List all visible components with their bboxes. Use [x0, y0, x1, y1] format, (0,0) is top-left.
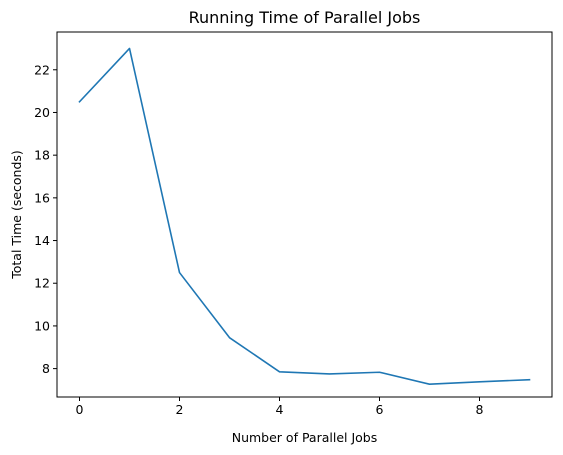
y-tick-label: 22 [34, 62, 50, 77]
plot-area [56, 31, 553, 398]
y-tick-label: 16 [34, 190, 50, 205]
y-tick-label: 20 [34, 105, 50, 120]
x-axis-label: Number of Parallel Jobs [232, 430, 378, 445]
series-layer [78, 47, 531, 385]
x-tick-label: 0 [76, 402, 84, 417]
x-axis-ticks: 0 2 4 6 8 [76, 397, 484, 417]
y-tick-label: 10 [34, 318, 50, 333]
chart-title: Running Time of Parallel Jobs [189, 8, 421, 27]
y-tick-label: 8 [42, 361, 50, 376]
series-line [78, 47, 531, 385]
plot-frame [56, 31, 553, 398]
y-tick-label: 12 [34, 276, 50, 291]
x-tick-label: 8 [476, 402, 484, 417]
y-axis-ticks: 8 10 12 14 16 18 20 22 [34, 62, 57, 376]
y-tick-label: 18 [34, 148, 50, 163]
y-axis-label: Total Time (seconds) [9, 150, 24, 280]
x-tick-label: 2 [176, 402, 184, 417]
x-tick-label: 6 [376, 402, 384, 417]
y-tick-label: 14 [34, 233, 50, 248]
x-tick-label: 4 [276, 402, 284, 417]
